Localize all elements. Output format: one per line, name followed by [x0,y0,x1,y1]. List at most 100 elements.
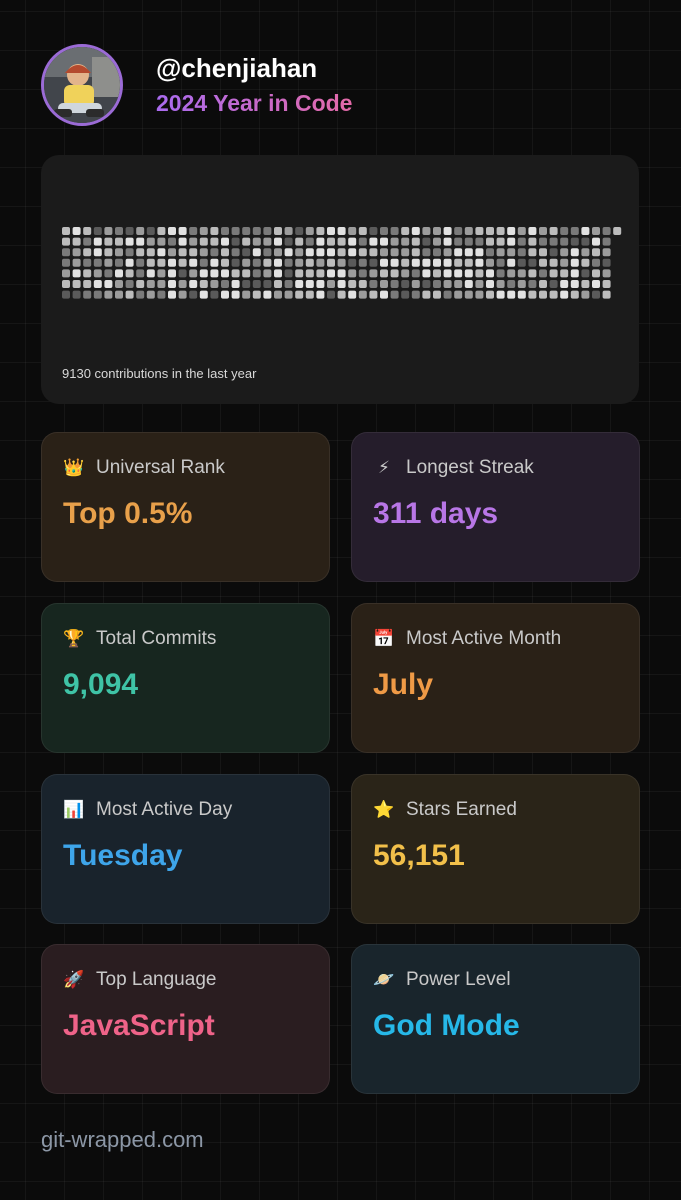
contribution-day-cell [231,227,240,235]
contribution-day-cell [380,258,388,267]
contribution-day-cell [422,227,431,235]
contribution-day-cell [496,248,505,257]
contribution-day-cell [157,227,166,235]
contribution-day-cell [189,280,198,288]
contribution-day-cell [242,290,251,299]
contribution-day-cell [517,269,526,278]
contribution-day-cell [560,258,569,267]
contribution-day-cell [316,237,325,246]
contribution-day-cell [613,227,622,235]
stat-label: Power Level [406,969,511,990]
contribution-day-cell [83,248,92,257]
contribution-day-cell [93,280,102,288]
contribution-day-cell [178,280,187,288]
contribution-day-cell [168,269,176,278]
contribution-day-cell [358,248,367,257]
contribution-day-cell [369,269,378,278]
contribution-day-cell [252,258,261,267]
contribution-day-cell [263,227,272,235]
contribution-day-cell [433,248,441,257]
contribution-day-cell [369,237,378,246]
contribution-day-cell [231,269,240,278]
trophy-icon: 🏆 [63,629,85,648]
contribution-day-cell [189,237,198,246]
contribution-day-cell [93,237,102,246]
contribution-day-cell [602,227,611,235]
contribution-day-cell [570,269,579,278]
stat-card-longest-streak: ⚡ Longest Streak 311 days [351,432,640,582]
contribution-day-cell [231,280,240,288]
contribution-day-cell [72,227,81,235]
contribution-day-cell [252,248,261,257]
contribution-day-cell [178,237,187,246]
contribution-day-cell [401,290,410,299]
contribution-day-cell [592,269,600,278]
contribution-day-cell [252,280,261,288]
contribution-day-cell [199,248,208,257]
contribution-day-cell [295,237,304,246]
stat-label: Stars Earned [406,799,517,820]
contribution-day-cell [475,237,484,246]
contribution-day-cell [570,290,579,299]
contribution-day-cell [549,269,558,278]
contribution-day-cell [115,248,123,257]
contribution-day-cell [475,280,484,288]
contribution-day-cell [581,280,590,288]
contribution-day-cell [337,248,346,257]
lightning-icon: ⚡ [378,458,390,477]
contribution-day-cell [570,248,579,257]
contribution-day-cell [549,227,558,235]
contribution-day-cell [390,248,399,257]
contribution-day-cell [454,248,463,257]
contribution-day-cell [210,237,219,246]
contribution-day-cell [390,280,399,288]
contribution-day-cell [560,290,569,299]
contribution-day-cell [146,280,155,288]
contribution-day-cell [443,248,452,257]
contribution-day-cell [401,269,410,278]
contribution-day-cell [348,258,357,267]
contribution-day-cell [316,227,325,235]
contribution-day-cell [369,227,378,235]
contribution-day-cell [178,258,187,267]
contribution-day-cell [146,227,155,235]
stat-value: God Mode [373,1009,520,1042]
contribution-day-cell [570,258,579,267]
contribution-day-cell [146,269,155,278]
contribution-day-cell [592,280,600,288]
contribution-day-cell [486,227,494,235]
contribution-day-cell [221,248,229,257]
contribution-day-cell [539,290,547,299]
contribution-day-cell [507,258,516,267]
contribution-day-cell [380,280,388,288]
contribution-day-cell [549,237,558,246]
contribution-day-cell [390,258,399,267]
contribution-day-cell [263,248,272,257]
contribution-day-cell [358,237,367,246]
contribution-day-cell [592,237,600,246]
contribution-day-cell [411,290,420,299]
contribution-day-cell [125,280,134,288]
contribution-day-cell [146,290,155,299]
contribution-day-cell [62,280,70,288]
contribution-day-cell [62,227,70,235]
contribution-day-cell [199,227,208,235]
contribution-day-cell [104,290,113,299]
contribution-day-cell [528,290,537,299]
contribution-day-cell [560,269,569,278]
contribution-day-cell [157,269,166,278]
avatar[interactable] [41,44,123,126]
contribution-day-cell [72,258,81,267]
contribution-day-cell [348,237,357,246]
contribution-day-cell [602,269,611,278]
contribution-day-cell [369,258,378,267]
contribution-day-cell [274,237,282,246]
site-link[interactable]: git-wrapped.com [41,1127,204,1152]
contribution-day-cell [210,258,219,267]
contribution-day-cell [115,258,123,267]
contribution-day-cell [327,237,335,246]
contribution-day-cell [252,237,261,246]
contribution-day-cell [146,258,155,267]
stat-card-top-language: 🚀 Top Language JavaScript [41,944,330,1094]
contribution-day-cell [486,258,494,267]
